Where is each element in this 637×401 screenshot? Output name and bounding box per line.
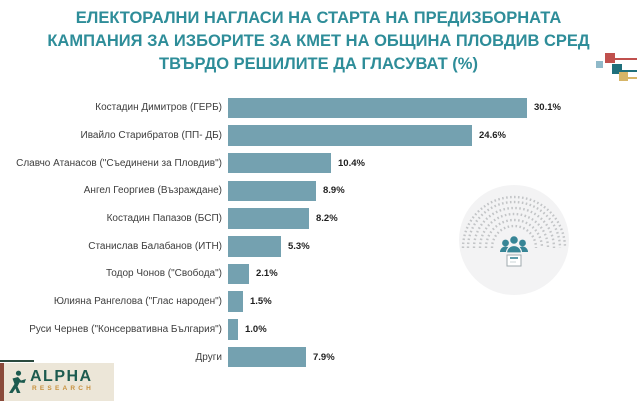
bar — [228, 180, 316, 202]
chart-row: Костадин Папазов (БСП) 8.2% — [0, 205, 637, 233]
value-label: 8.9% — [323, 185, 345, 197]
candidate-label: Костадин Папазов (БСП) — [106, 213, 222, 225]
value-label: 8.2% — [316, 213, 338, 225]
alpha-research-logo: ALPHA RESEARCH — [0, 360, 114, 401]
alpha-logo-subtext: RESEARCH — [32, 385, 95, 392]
chart-row: Ангел Георгиев (Възраждане) 8.9% — [0, 177, 637, 205]
bar — [228, 125, 472, 146]
value-label: 10.4% — [338, 157, 365, 169]
chart-row: Юлияна Рангелова ("Глас народен") 1.5% — [0, 288, 637, 316]
candidate-label: Ангел Георгиев (Възраждане) — [83, 185, 222, 197]
bar — [228, 291, 243, 312]
ballot-box-icon — [506, 254, 522, 267]
candidate-label: Други — [195, 351, 222, 363]
value-label: 5.3% — [288, 240, 310, 252]
chart-row: Руси Чернев ("Консервативна България") 1… — [0, 316, 637, 344]
chart-row: Славчо Атанасов ("Съединени за Пловдив")… — [0, 149, 637, 177]
bar-chart: Костадин Димитров (ГЕРБ) 30.1% Ивайло Ст… — [0, 94, 637, 371]
bar — [228, 152, 331, 174]
alpha-logo-figure-icon — [9, 370, 26, 393]
chart-row: Тодор Чонов ("Свобода") 2.1% — [0, 260, 637, 288]
candidate-label: Ивайло Старибратов (ПП- ДБ) — [80, 130, 222, 142]
value-label: 24.6% — [479, 130, 506, 142]
value-label: 2.1% — [256, 268, 278, 280]
logo-top-line — [0, 360, 34, 362]
decoration-line-tan — [627, 77, 637, 79]
value-label: 1.5% — [250, 296, 272, 308]
candidate-label: Костадин Димитров (ГЕРБ) — [95, 102, 222, 114]
chart-title-line-1: ЕЛЕКТОРАЛНИ НАГЛАСИ НА СТАРТА НА ПРЕДИЗБ… — [75, 9, 562, 27]
logo-left-edge — [0, 363, 4, 401]
bar — [228, 236, 281, 257]
chart-title: ЕЛЕКТОРАЛНИ НАГЛАСИ НА СТАРТА НА ПРЕДИЗБ… — [0, 7, 637, 76]
candidate-label: Юлияна Рангелова ("Глас народен") — [53, 296, 222, 308]
chart-row: Ивайло Старибратов (ПП- ДБ) 24.6% — [0, 122, 637, 150]
chart-row: Други 7.9% — [0, 343, 637, 371]
parliament-hemicycle-icon — [459, 185, 569, 295]
chart-title-line-3: ТВЪРДО РЕШИЛИТЕ ДА ГЛАСУВАТ (%) — [159, 55, 478, 73]
candidate-label: Станислав Балабанов (ИТН) — [88, 240, 222, 252]
alpha-logo-text: ALPHA — [30, 368, 93, 385]
bar — [228, 346, 306, 368]
chart-title-line-2: КАМПАНИЯ ЗА ИЗБОРИТЕ ЗА КМЕТ НА ОБЩИНА П… — [47, 32, 590, 50]
bar — [228, 208, 309, 229]
chart-row: Костадин Димитров (ГЕРБ) 30.1% — [0, 94, 637, 122]
candidate-label: Руси Чернев ("Консервативна България") — [29, 323, 222, 335]
value-label: 7.9% — [313, 351, 335, 363]
value-label: 30.1% — [534, 102, 561, 114]
bar — [228, 263, 249, 285]
voters-icon — [500, 234, 528, 254]
candidate-label: Славчо Атанасов ("Съединени за Пловдив") — [16, 157, 222, 169]
chart-row: Станислав Балабанов (ИТН) 5.3% — [0, 232, 637, 260]
bar — [228, 319, 238, 340]
bar — [228, 97, 527, 119]
parliament-watermark-icon — [458, 184, 570, 296]
candidate-label: Тодор Чонов ("Свобода") — [105, 268, 222, 280]
value-label: 1.0% — [245, 323, 267, 335]
